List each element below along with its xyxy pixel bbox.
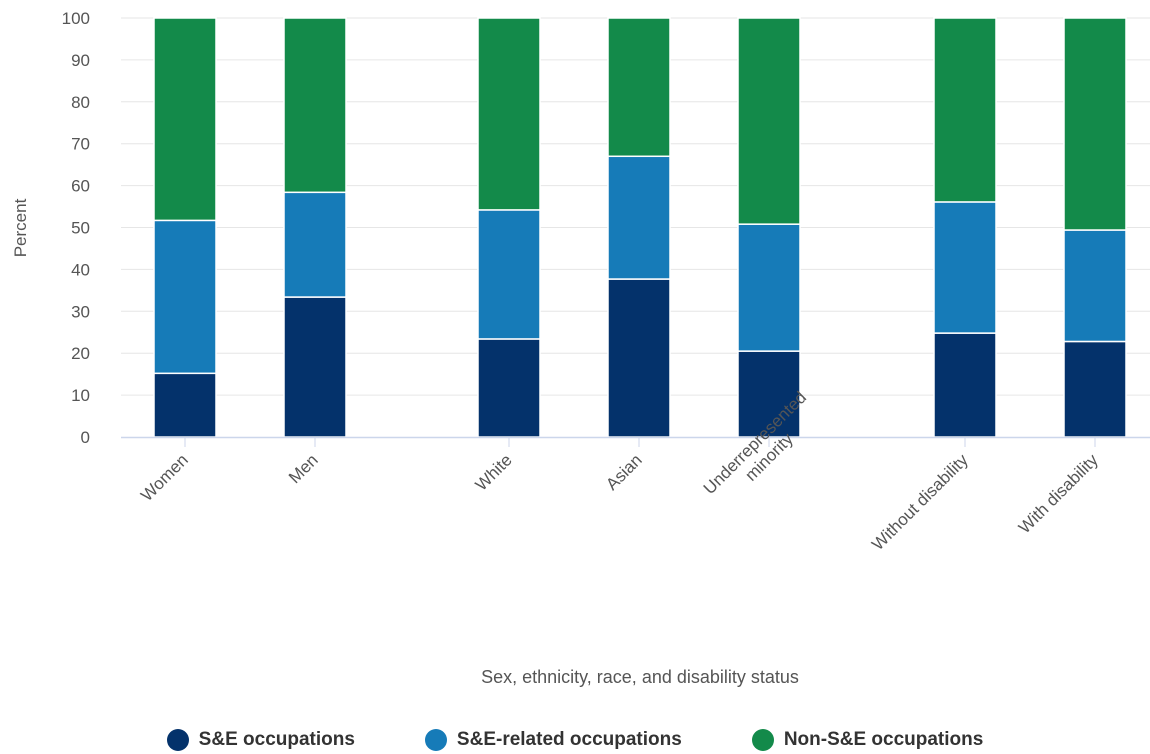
bar-segment[interactable] [477, 209, 541, 340]
y-tick-label: 70 [71, 135, 90, 154]
bar-segment[interactable] [933, 201, 997, 334]
y-tick-label: 60 [71, 177, 90, 196]
y-axis-title: Percent [11, 198, 30, 257]
legend-item-non-se[interactable]: Non-S&E occupations [751, 729, 984, 751]
bar-segment[interactable] [283, 296, 347, 438]
legend-item-se-related[interactable]: S&E-related occupations [424, 729, 682, 751]
x-tick-label: Women [137, 450, 192, 505]
y-axis-ticks: 0 10 20 30 40 50 60 70 80 90 100 [62, 9, 90, 447]
legend-label-non-se: Non-S&E occupations [783, 729, 984, 750]
bar-segment[interactable] [153, 372, 217, 438]
bars [153, 17, 1127, 438]
y-tick-label: 40 [71, 260, 90, 279]
legend-label-se: S&E occupations [198, 729, 355, 750]
x-tick-label: Men [285, 450, 322, 487]
y-tick-label: 30 [71, 302, 90, 321]
legend-label-se-related: S&E-related occupations [456, 729, 682, 750]
bar-segment[interactable] [153, 17, 217, 222]
bar-segment[interactable] [1063, 340, 1127, 438]
y-tick-label: 10 [71, 386, 90, 405]
x-tick-label: Without disability [868, 450, 972, 554]
x-tick-label: White [472, 450, 516, 494]
stacked-bar-chart: 0 10 20 30 40 50 60 70 80 90 100 Women Men White Asia… [11, 9, 1150, 687]
bar-segment[interactable] [933, 17, 997, 203]
legend-swatch-non-se [751, 729, 774, 751]
legend-swatch-se [166, 729, 189, 751]
y-tick-label: 0 [81, 428, 90, 447]
bar-segment[interactable] [1063, 229, 1127, 343]
bar-segment[interactable] [477, 17, 541, 211]
y-tick-label: 100 [62, 9, 90, 28]
legend-swatch-se-related [424, 729, 447, 751]
bar-segment[interactable] [153, 219, 217, 375]
bar-segment[interactable] [607, 17, 671, 158]
x-axis-title: Sex, ethnicity, race, and disability sta… [481, 667, 799, 687]
y-tick-label: 90 [71, 51, 90, 70]
y-tick-label: 50 [71, 219, 90, 238]
legend: S&E occupations S&E-related occupations … [0, 726, 1150, 754]
legend-item-se[interactable]: S&E occupations [166, 729, 355, 751]
bar-segment[interactable] [933, 332, 997, 438]
bar-segment[interactable] [737, 17, 801, 225]
bar-segment[interactable] [477, 338, 541, 438]
y-tick-label: 80 [71, 93, 90, 112]
x-tick-label: Asian [602, 450, 646, 494]
bar-segment[interactable] [607, 278, 671, 438]
bar-segment[interactable] [737, 223, 801, 352]
x-tick-label: With disability [1015, 450, 1102, 537]
bar-segment[interactable] [1063, 17, 1127, 231]
bar-segment[interactable] [283, 17, 347, 194]
y-tick-label: 20 [71, 344, 90, 363]
bar-segment[interactable] [607, 155, 671, 280]
bar-segment[interactable] [283, 191, 347, 298]
